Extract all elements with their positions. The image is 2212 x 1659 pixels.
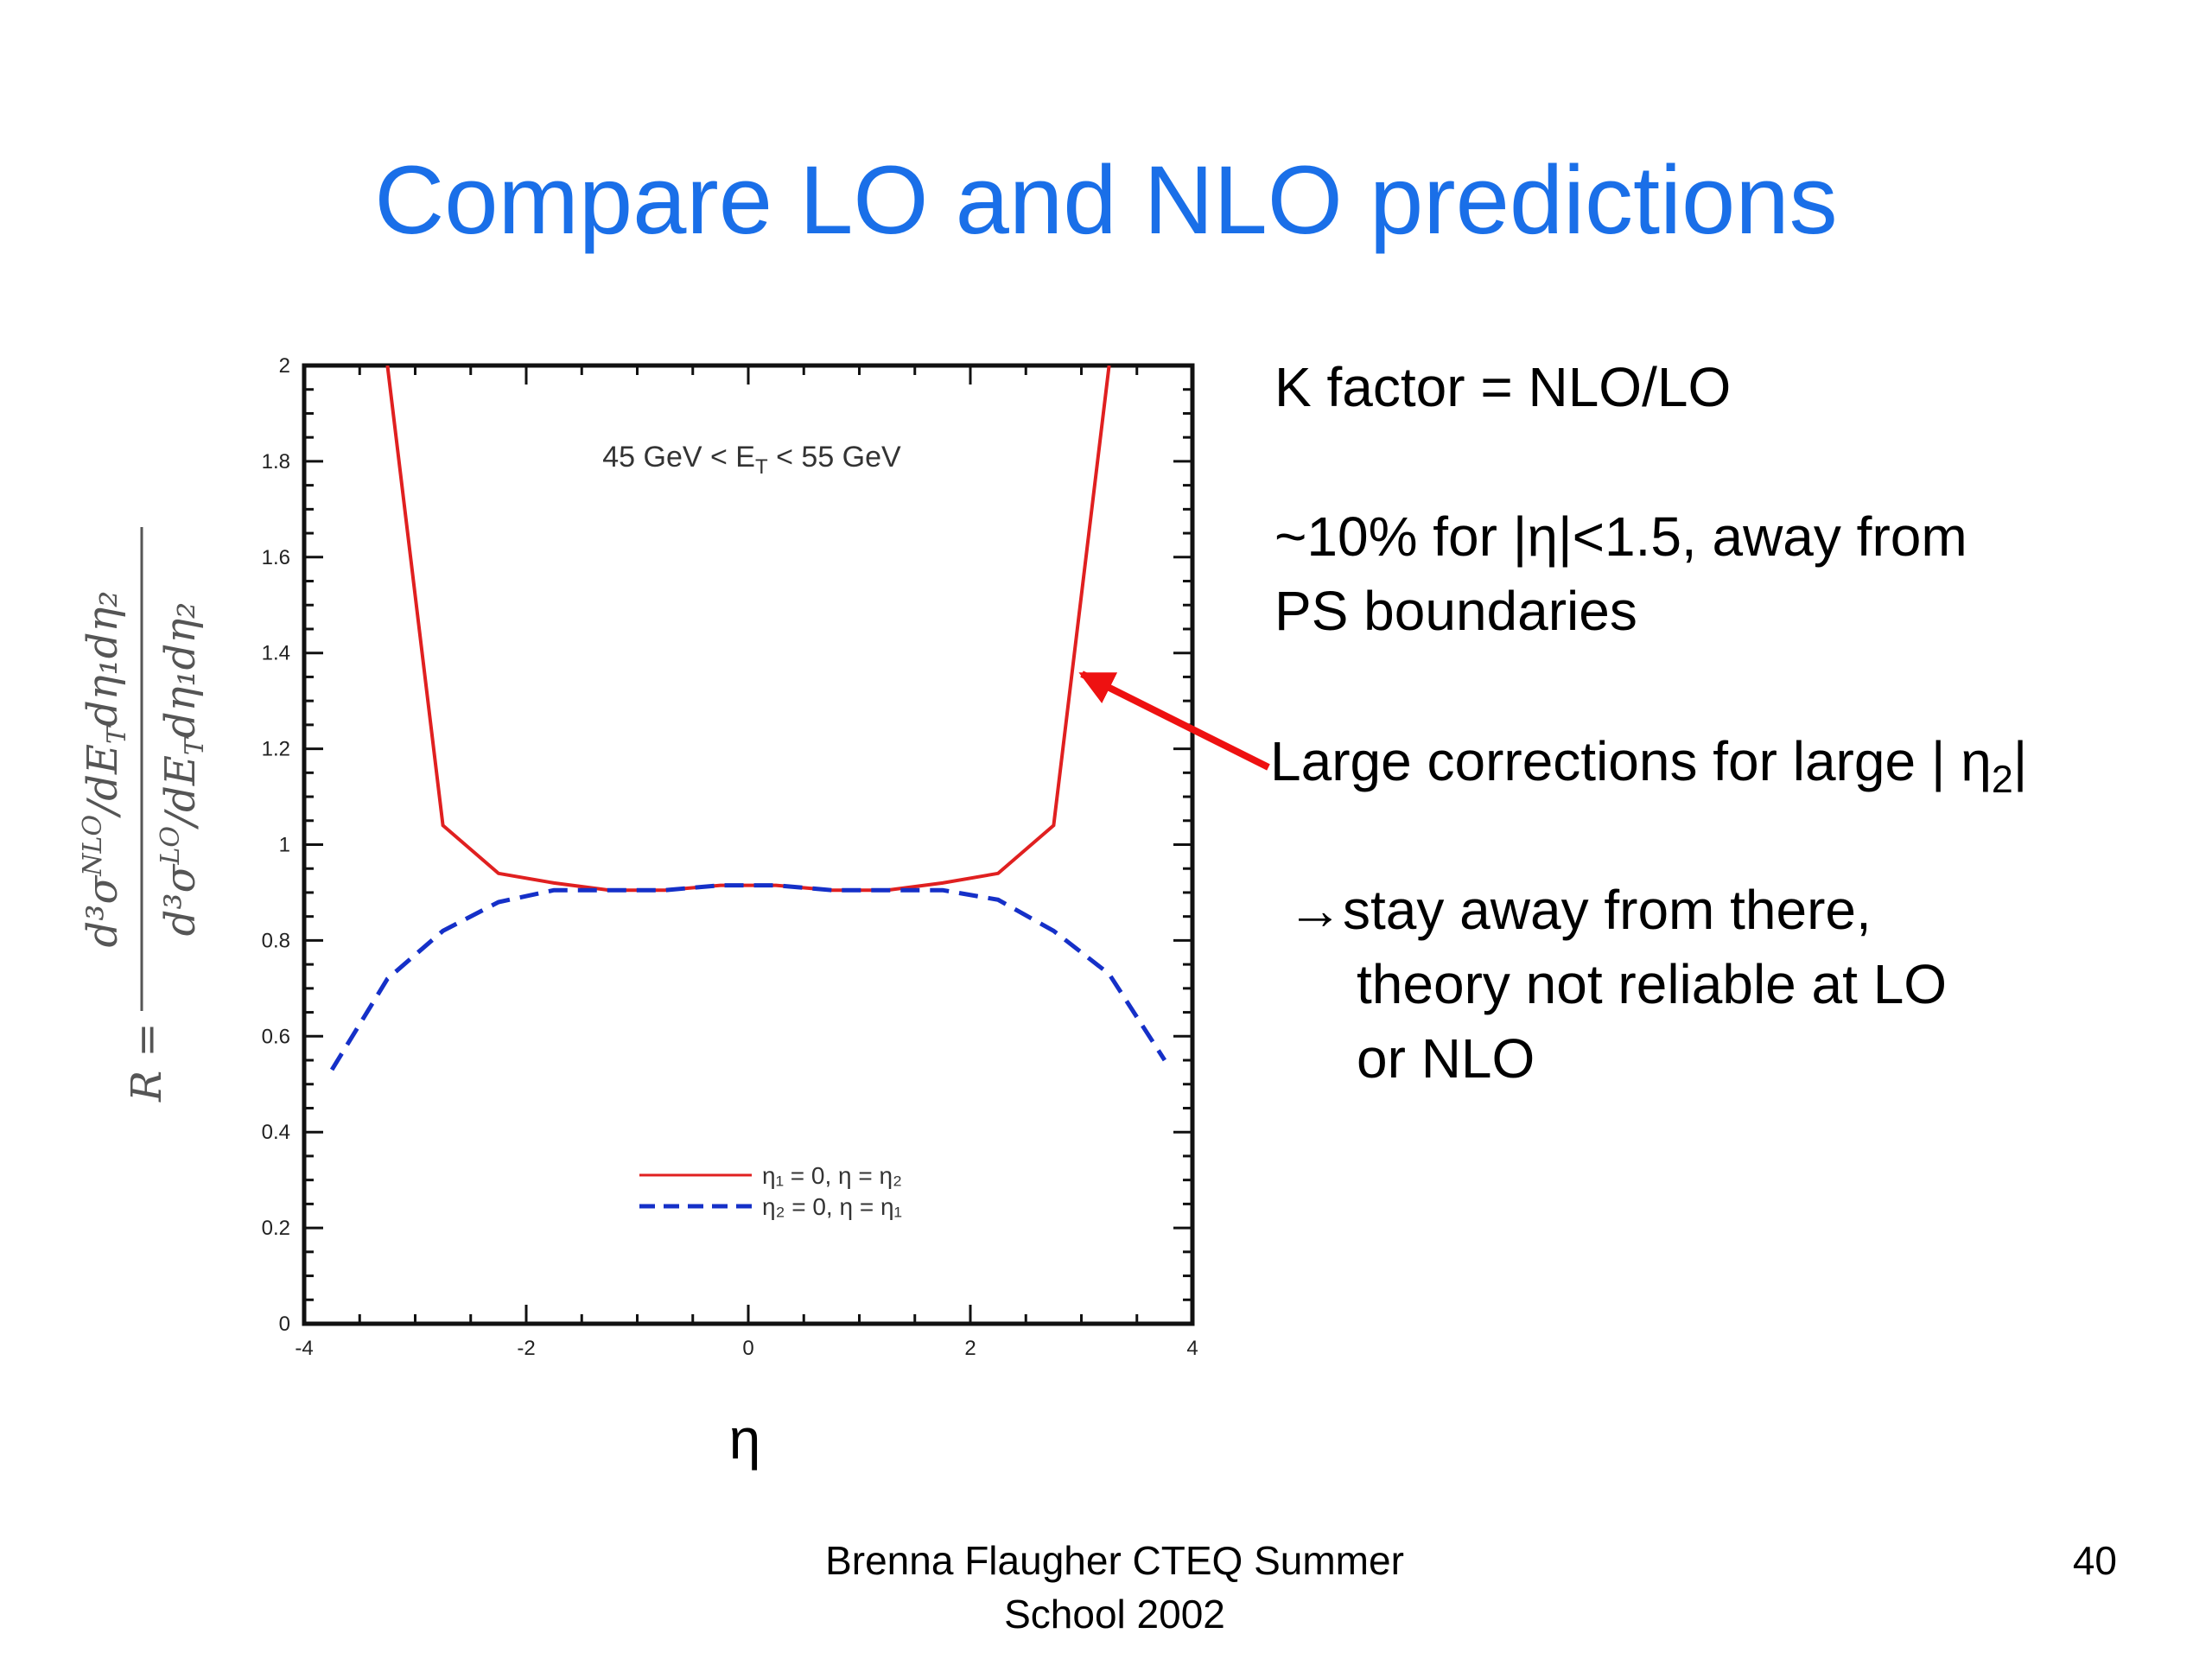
y-tick-label: 2 [279, 354, 290, 378]
stay-away-text-line3: or NLO [1357, 1027, 1535, 1090]
x-axis-label: η [729, 1407, 761, 1471]
series-line-eta2-zero [329, 883, 1167, 1071]
chart-annotation: 45 GeV < ET < 55 GeV [602, 441, 901, 479]
y-axis-label-lead: R = [123, 1022, 171, 1103]
k-factor-text: K factor = NLO/LO [1274, 356, 1732, 418]
large-corrections-end: | [2012, 730, 2028, 792]
y-tick-label: 1.4 [262, 642, 290, 665]
y-tick-label: 0 [279, 1313, 290, 1336]
ten-percent-text-line2: PS boundaries [1274, 580, 1637, 642]
large-corrections-sub: 2 [1991, 757, 2013, 801]
footer-line2: School 2002 [1004, 1592, 1225, 1637]
large-corrections-text: Large corrections for large | η2| [1270, 724, 2027, 817]
page-number: 40 [2072, 1538, 2117, 1583]
x-tick-label: -2 [517, 1337, 535, 1360]
y-axis-label: R = d³σNLO/dETdη₁dη₂ d³σLO/dETdη₁dη₂ [78, 527, 210, 1103]
legend-label: η₁ = 0, η = η₂ [762, 1162, 902, 1189]
y-tick-label: 1.8 [262, 450, 290, 474]
y-tick-label: 1.2 [262, 738, 290, 761]
annotation-suffix: < 55 GeV [768, 441, 901, 474]
x-tick-label: 4 [1186, 1337, 1198, 1360]
ten-percent-text-line1: ~10% for |η|<1.5, away from [1274, 505, 1967, 568]
y-tick-label: 1 [279, 834, 290, 857]
y-tick-label: 0.6 [262, 1025, 290, 1048]
series-line-eta1-zero [385, 365, 1111, 893]
stay-away-text-line1: →stay away from there, [1287, 879, 1872, 941]
annotation-prefix: 45 GeV < E [602, 441, 755, 474]
annotation-sub: T [755, 455, 768, 479]
stay-away-text-line2: theory not reliable at LO [1357, 953, 1948, 1015]
y-tick-label: 1.6 [262, 546, 290, 569]
footer-text: Brenna Flaugher CTEQ Summer School 2002 [778, 1534, 1452, 1641]
y-tick-label: 0.8 [262, 929, 290, 952]
x-tick-label: 2 [964, 1337, 976, 1360]
large-corrections-main: Large corrections for large | η [1270, 730, 1992, 792]
x-tick-label: -4 [295, 1337, 313, 1360]
callout-arrow [1078, 671, 1270, 771]
y-tick-label: 0.2 [262, 1217, 290, 1240]
y-axis-label-denominator: d³σLO/dETdη₁dη₂ [156, 602, 210, 937]
y-tick-label: 0.4 [262, 1121, 290, 1144]
x-tick-label: 0 [742, 1337, 753, 1360]
slide-title: Compare LO and NLO predictions [374, 146, 1838, 254]
footer-line1: Brenna Flaugher CTEQ Summer [825, 1538, 1404, 1583]
plot-frame [302, 363, 1195, 1326]
y-axis-label-numerator: d³σNLO/dETdη₁dη₂ [78, 591, 132, 948]
legend-label: η₂ = 0, η = η₁ [762, 1193, 902, 1220]
